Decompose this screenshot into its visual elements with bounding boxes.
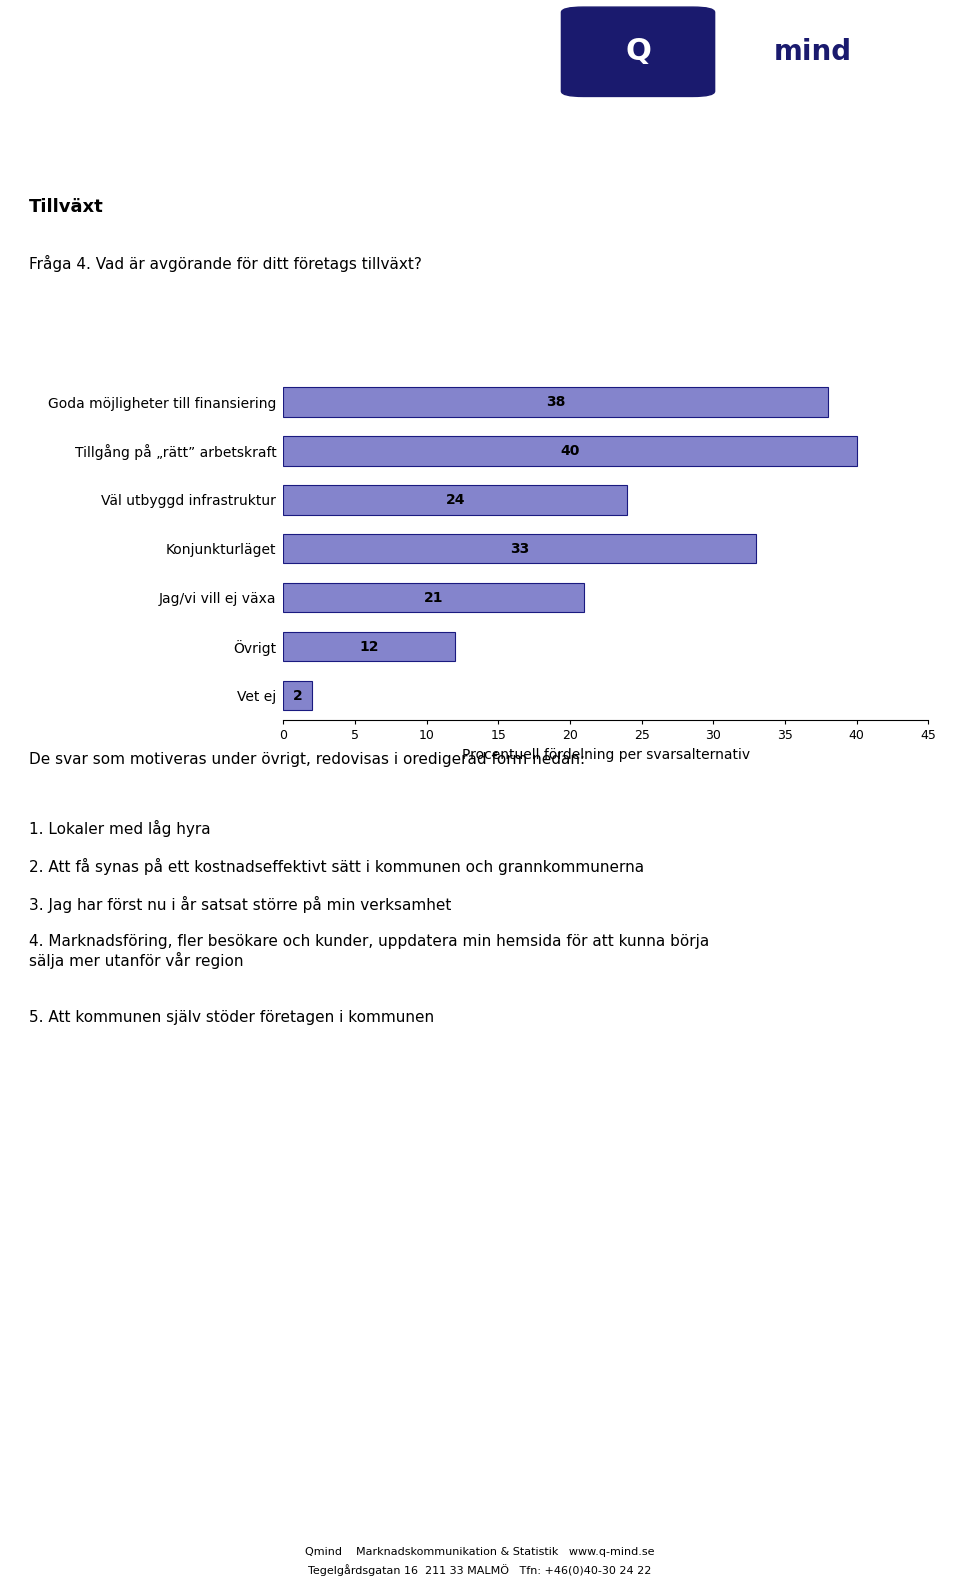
Bar: [283, 387, 828, 417]
Text: 1. Lokaler med låg hyra: 1. Lokaler med låg hyra: [29, 820, 210, 836]
Text: Fråga 4. Vad är avgörande för ditt företags tillväxt?: Fråga 4. Vad är avgörande för ditt föret…: [29, 255, 421, 272]
Bar: [283, 534, 756, 564]
Text: 21: 21: [424, 591, 444, 605]
X-axis label: Procentuell fördelning per svarsalternativ: Procentuell fördelning per svarsalternat…: [462, 747, 750, 761]
Text: 33: 33: [510, 542, 529, 556]
Text: Tillväxt: Tillväxt: [29, 198, 104, 215]
Text: 4. Marknadsföring, fler besökare och kunder, uppdatera min hemsida för att kunna: 4. Marknadsföring, fler besökare och kun…: [29, 933, 709, 969]
Bar: [283, 680, 312, 710]
Text: 5. Att kommunen själv stöder företagen i kommunen: 5. Att kommunen själv stöder företagen i…: [29, 1010, 434, 1024]
Text: 2: 2: [293, 688, 302, 703]
Text: De svar som motiveras under övrigt, redovisas i oredigerad form nedan:: De svar som motiveras under övrigt, redo…: [29, 752, 585, 766]
Bar: [283, 583, 585, 612]
Text: 40: 40: [561, 444, 580, 457]
Text: 12: 12: [359, 640, 379, 653]
Text: 24: 24: [445, 492, 465, 507]
Text: Qmind    Marknadskommunikation & Statistik   www.q-mind.se: Qmind Marknadskommunikation & Statistik …: [305, 1547, 655, 1556]
Text: mind: mind: [774, 38, 852, 65]
Bar: [283, 486, 627, 515]
Text: 2. Att få synas på ett kostnadseffektivt sätt i kommunen och grannkommunerna: 2. Att få synas på ett kostnadseffektivt…: [29, 859, 644, 875]
Bar: [283, 632, 455, 661]
Bar: [283, 436, 856, 465]
Text: 3. Jag har först nu i år satsat större på min verksamhet: 3. Jag har först nu i år satsat större p…: [29, 895, 451, 913]
Text: Q: Q: [625, 37, 651, 67]
Text: Tegelgårdsgatan 16  211 33 MALMÖ   Tfn: +46(0)40-30 24 22: Tegelgårdsgatan 16 211 33 MALMÖ Tfn: +46…: [308, 1564, 652, 1575]
FancyBboxPatch shape: [562, 6, 714, 97]
Text: 38: 38: [546, 395, 565, 409]
